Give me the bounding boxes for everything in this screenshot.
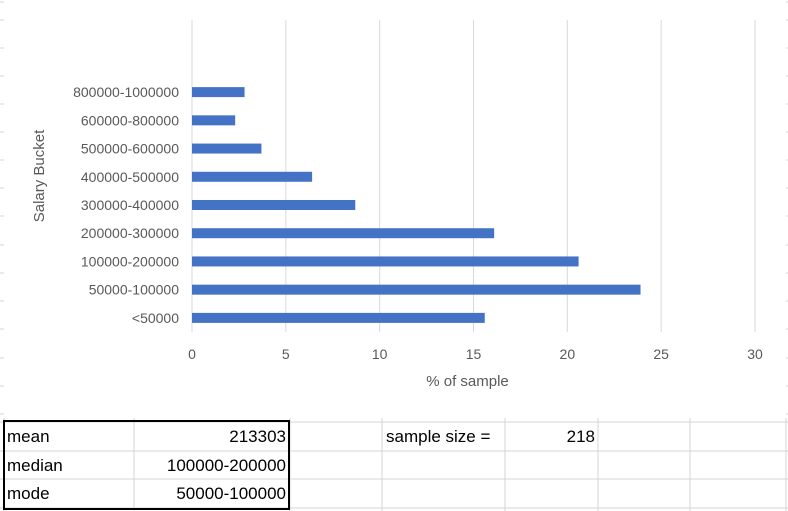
median-value: 100000-200000	[166, 456, 286, 475]
y-axis-title: Salary Bucket	[31, 129, 48, 222]
stats-table-border	[3, 420, 290, 510]
y-tick-label: 100000-200000	[81, 253, 179, 269]
x-tick-label: 25	[653, 346, 669, 362]
y-tick-label: 300000-400000	[81, 197, 179, 213]
bar[interactable]	[192, 200, 356, 210]
x-tick-label: 20	[560, 346, 576, 362]
bar[interactable]	[192, 115, 236, 126]
mode-value: 50000-100000	[176, 484, 286, 503]
y-tick-label: <50000	[132, 310, 179, 326]
bar[interactable]	[192, 284, 641, 295]
y-tick-label: 500000-600000	[81, 141, 179, 157]
y-tick-label: 600000-800000	[81, 112, 179, 128]
sample-size-label: sample size =	[386, 427, 491, 446]
x-tick-label: 0	[188, 346, 196, 362]
y-tick-label: 50000-100000	[89, 282, 180, 298]
x-tick-label: 10	[372, 346, 388, 362]
mean-value: 213303	[229, 427, 286, 446]
sample-size-value: 218	[566, 427, 595, 446]
x-tick-label: 30	[747, 346, 763, 362]
bar[interactable]	[192, 143, 262, 154]
y-tick-label: 400000-500000	[81, 169, 179, 185]
x-axis-title: % of sample	[426, 373, 509, 390]
chart-area[interactable]: <50000 50000-100000 100000-200000 200000-30…	[4, 0, 786, 418]
median-label: median	[7, 456, 63, 475]
bar-chart: <50000 50000-100000 100000-200000 200000-30…	[31, 20, 763, 390]
bar[interactable]	[192, 87, 245, 98]
mean-label: mean	[7, 427, 50, 446]
y-tick-label: 800000-1000000	[73, 84, 179, 100]
bar[interactable]	[192, 256, 579, 267]
bar[interactable]	[192, 312, 485, 323]
mode-label: mode	[7, 484, 50, 503]
bar[interactable]	[192, 228, 495, 239]
x-tick-label: 5	[282, 346, 290, 362]
y-tick-label: 200000-300000	[81, 225, 179, 241]
bar[interactable]	[192, 171, 313, 182]
x-tick-label: 15	[466, 346, 482, 362]
